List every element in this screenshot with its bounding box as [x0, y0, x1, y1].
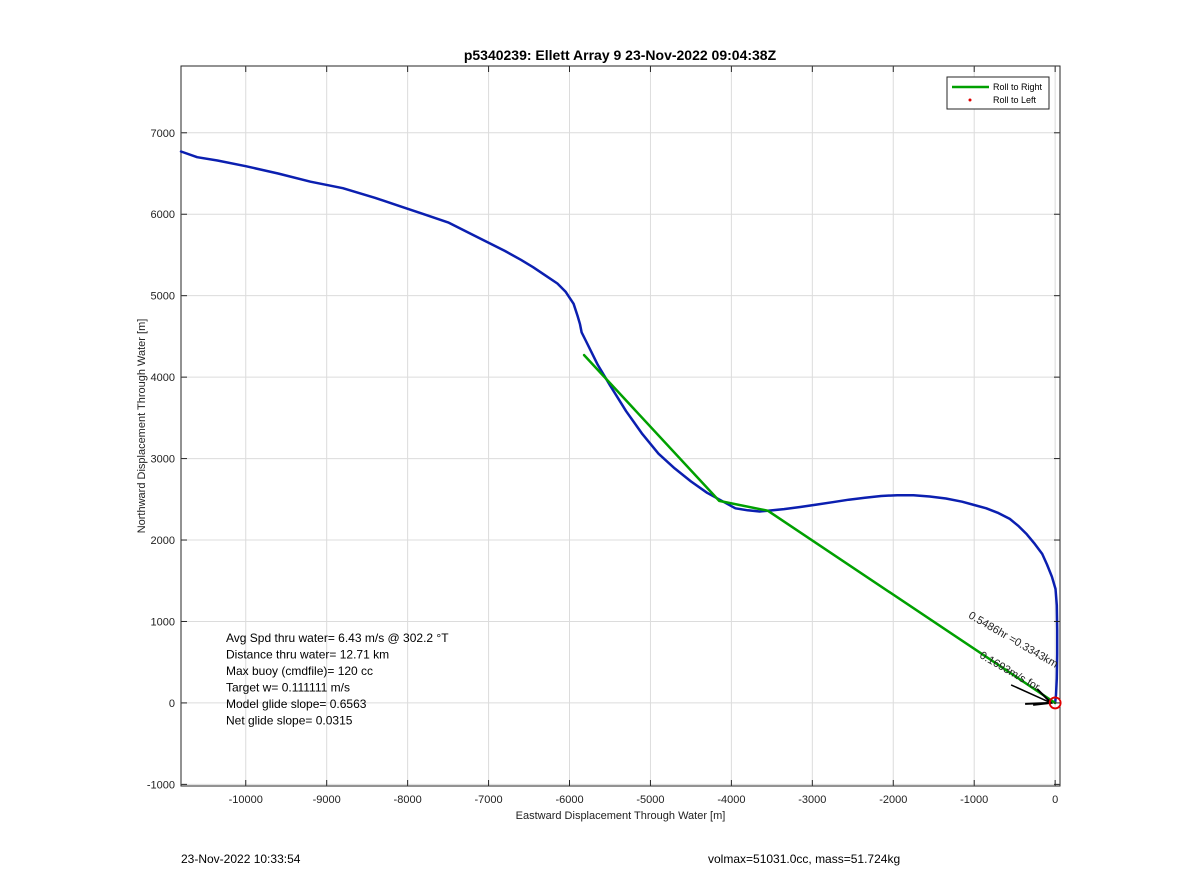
stat-line: Distance thru water= 12.71 km — [226, 648, 389, 662]
y-tick-label: 0 — [169, 698, 175, 710]
x-tick-label: -3000 — [798, 794, 826, 806]
y-tick-label: 5000 — [151, 291, 175, 303]
y-tick-label: 7000 — [151, 128, 175, 140]
stats-block: Avg Spd thru water= 6.43 m/s @ 302.2 °T D… — [226, 631, 449, 728]
x-tick-label: -2000 — [879, 794, 907, 806]
stat-line: Model glide slope= 0.6563 — [226, 697, 367, 711]
y-tick-label: 4000 — [151, 372, 175, 384]
y-tick-label: 1000 — [151, 616, 175, 628]
current-vector-line — [1010, 684, 1052, 704]
legend-label: Roll to Right — [993, 82, 1043, 92]
axes-box — [180, 65, 1061, 787]
roll-right-line — [582, 353, 1057, 705]
stat-line: Net glide slope= 0.0315 — [226, 714, 353, 728]
x-tick-label: -4000 — [717, 794, 745, 806]
legend: Roll to Right Roll to Left — [946, 76, 1050, 110]
y-axis-label: Northward Displacement Through Water [m] — [136, 319, 148, 534]
series-layer — [179, 150, 1059, 705]
y-tick-label: 2000 — [151, 535, 175, 547]
end-marker — [1048, 696, 1062, 710]
x-axis-label: Eastward Displacement Through Water [m] — [516, 810, 726, 822]
x-tick-label: -10000 — [229, 794, 263, 806]
chart-title: p5340239: Ellett Array 9 23-Nov-2022 09:… — [464, 47, 777, 63]
y-tick-label: 3000 — [151, 454, 175, 466]
grid — [181, 66, 1060, 786]
legend-box — [946, 76, 1050, 110]
stat-line: Target w= 0.111111 m/s — [226, 681, 350, 695]
x-tick-label: -1000 — [960, 794, 988, 806]
footer-info: volmax=51031.0cc, mass=51.724kg — [708, 852, 901, 866]
x-tick-label: -9000 — [313, 794, 341, 806]
x-tick-label: -6000 — [555, 794, 583, 806]
legend-swatch-dot — [968, 98, 972, 102]
stat-line: Max buoy (cmdfile)= 120 cc — [226, 664, 373, 678]
stat-line: Avg Spd thru water= 6.43 m/s @ 302.2 °T — [226, 631, 449, 645]
legend-label: Roll to Left — [993, 95, 1037, 105]
axis-ticks: -10000 -9000 -8000 -7000 -6000 -5000 -4000 -300… — [147, 66, 1060, 806]
y-tick-label: -1000 — [147, 779, 175, 791]
y-tick-label: 6000 — [151, 209, 175, 221]
current-vector-arrowhead — [1025, 701, 1052, 705]
footer-timestamp: 23-Nov-2022 10:33:54 — [181, 852, 301, 866]
x-tick-label: -8000 — [394, 794, 422, 806]
x-tick-label: 0 — [1052, 794, 1058, 806]
x-tick-label: -7000 — [474, 794, 502, 806]
x-tick-label: -5000 — [636, 794, 664, 806]
